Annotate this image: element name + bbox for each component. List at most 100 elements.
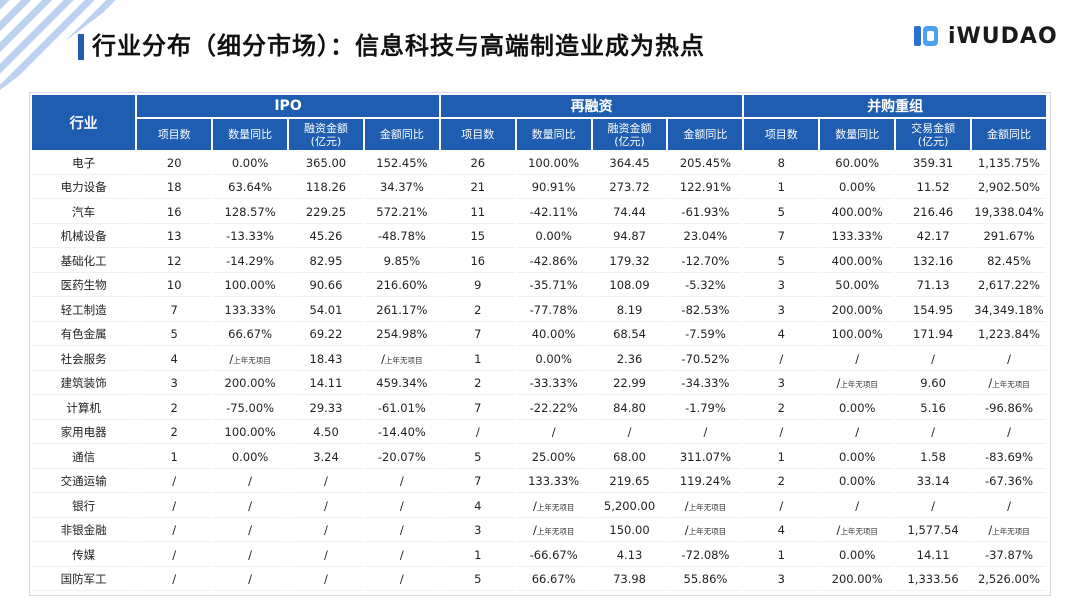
data-cell: -37.87%: [972, 544, 1046, 567]
data-cell: /: [289, 544, 363, 567]
data-cell: 12: [137, 250, 212, 273]
data-cell: 2: [744, 397, 819, 420]
table-row: 基础化工 12 -14.29% 82.95 9.85% 16 -42.86% 179.32 -1…: [32, 250, 1046, 273]
data-cell: 68.54: [592, 323, 667, 346]
table-row: 电子 20 0.00% 365.00 152.45% 26 100.00% 364.45 205…: [32, 152, 1046, 175]
data-cell: 229.25: [289, 201, 363, 224]
table-row: 非银金融 / / //3/上年无项目 150.00/上年无项目 4/上年无项目 1,577.…: [32, 519, 1046, 542]
data-cell: 84.80: [592, 397, 667, 420]
data-cell: 9.60: [896, 372, 971, 395]
data-cell: /: [213, 470, 288, 493]
data-cell: 11.52: [896, 176, 971, 199]
data-cell: 0.00%: [820, 176, 895, 199]
data-cell: 200.00%: [820, 299, 895, 322]
data-cell: 3: [440, 519, 515, 542]
data-cell: 5: [744, 201, 819, 224]
industry-name-cell: 汽车: [32, 201, 136, 224]
data-cell: /: [289, 495, 363, 518]
table-row: 社会服务 4/上年无项目 18.43/上年无项目 1 0.00% 2.36 -70.52% /…: [32, 348, 1046, 371]
data-cell: 5,200.00: [592, 495, 667, 518]
data-cell: -75.00%: [213, 397, 288, 420]
data-cell: /: [213, 495, 288, 518]
data-cell: 133.33%: [516, 470, 591, 493]
industry-name-cell: 通信: [32, 446, 136, 469]
data-cell: /上年无项目: [668, 519, 743, 542]
data-cell: 66.67%: [516, 568, 591, 591]
data-cell: 150.00: [592, 519, 667, 542]
data-cell: -13.33%: [213, 225, 288, 248]
data-cell: /: [896, 421, 971, 444]
data-cell: 4: [744, 323, 819, 346]
data-cell: 128.57%: [213, 201, 288, 224]
data-cell: 54.01: [289, 299, 363, 322]
industry-name-cell: 银行: [32, 495, 136, 518]
data-cell: 1.58: [896, 446, 971, 469]
data-cell: 9.85%: [364, 250, 439, 273]
data-cell: 3.24: [289, 446, 363, 469]
data-cell: -14.29%: [213, 250, 288, 273]
data-cell: 68.00: [592, 446, 667, 469]
data-cell: 94.87: [592, 225, 667, 248]
table-row: 家用电器 2 100.00% 4.50 -14.40% / / / / / / / /: [32, 421, 1046, 444]
table-row: 医药生物 10 100.00% 90.66 216.60% 9 -35.71% 108.09-…: [32, 274, 1046, 297]
data-cell: 73.98: [592, 568, 667, 591]
industry-name-cell: 轻工制造: [32, 299, 136, 322]
industry-name-cell: 电子: [32, 152, 136, 175]
data-cell: 200.00%: [213, 372, 288, 395]
data-cell: -34.33%: [668, 372, 743, 395]
data-cell: 5: [137, 323, 212, 346]
data-cell: 9: [440, 274, 515, 297]
table-row: 电力设备 18 63.64% 118.26 34.37% 21 90.91% 273.72 12…: [32, 176, 1046, 199]
data-cell: 459.34%: [364, 372, 439, 395]
sub-header: 融资金额 (亿元): [289, 119, 363, 150]
table-row: 传媒 / / //1 -66.67% 4.13 -72.08% 1 0.00% 14.11 -37.…: [32, 544, 1046, 567]
data-cell: 152.45%: [364, 152, 439, 175]
data-cell: /: [213, 544, 288, 567]
data-cell: 16: [440, 250, 515, 273]
data-cell: /: [896, 495, 971, 518]
table-row: 计算机 2 -75.00% 29.33 -61.01% 7 -22.22% 84.80 -1.7…: [32, 397, 1046, 420]
data-cell: 20: [137, 152, 212, 175]
industry-name-cell: 国防军工: [32, 568, 136, 591]
data-cell: 0.00%: [820, 470, 895, 493]
sub-header: 融资金额 (亿元): [592, 119, 667, 150]
data-cell: 90.66: [289, 274, 363, 297]
table-row: 银行 / / //4/上年无项目 5,200.00/上年无项目 / / / /: [32, 495, 1046, 518]
data-cell: 11: [440, 201, 515, 224]
data-cell: 400.00%: [820, 250, 895, 273]
data-cell: 171.94: [896, 323, 971, 346]
data-cell: 119.24%: [668, 470, 743, 493]
data-cell: 122.91%: [668, 176, 743, 199]
data-cell: 3: [137, 372, 212, 395]
data-cell: 3: [744, 568, 819, 591]
data-cell: 4: [137, 348, 212, 371]
data-cell: 2.36: [592, 348, 667, 371]
table-row: 轻工制造 7 133.33% 54.01 261.17% 2 -77.78% 8.19 -82.…: [32, 299, 1046, 322]
data-cell: /上年无项目: [972, 519, 1046, 542]
data-cell: 2: [137, 421, 212, 444]
sub-header: 数量同比: [516, 119, 591, 150]
data-cell: 2: [440, 372, 515, 395]
data-cell: -61.93%: [668, 201, 743, 224]
data-cell: 2: [440, 299, 515, 322]
data-cell: -33.33%: [516, 372, 591, 395]
sub-header: 金额同比: [972, 119, 1046, 150]
logo-mark-icon: [914, 26, 938, 46]
data-cell: /: [137, 519, 212, 542]
data-cell: 1: [440, 544, 515, 567]
industry-name-cell: 计算机: [32, 397, 136, 420]
data-cell: 100.00%: [820, 323, 895, 346]
data-cell: /: [289, 519, 363, 542]
data-cell: -72.08%: [668, 544, 743, 567]
data-cell: 34,349.18%: [972, 299, 1046, 322]
data-cell: 2: [744, 470, 819, 493]
data-cell: -7.59%: [668, 323, 743, 346]
data-cell: 15: [440, 225, 515, 248]
table-row: 汽车 16 128.57% 229.25 572.21% 11 -42.11% 74.44 -6…: [32, 201, 1046, 224]
industry-name-cell: 交通运输: [32, 470, 136, 493]
data-cell: -66.67%: [516, 544, 591, 567]
data-cell: 1: [744, 446, 819, 469]
data-cell: 0.00%: [820, 544, 895, 567]
data-cell: -70.52%: [668, 348, 743, 371]
data-cell: 5: [440, 446, 515, 469]
